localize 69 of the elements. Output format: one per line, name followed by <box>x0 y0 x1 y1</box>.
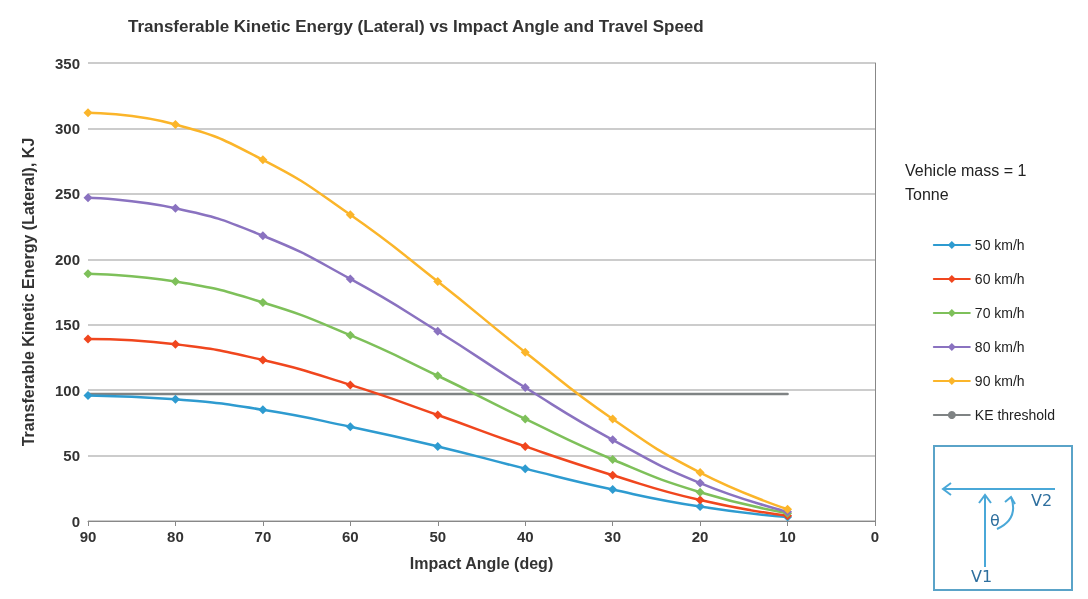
x-tick-label: 50 <box>429 528 447 545</box>
x-tick-label: 10 <box>779 528 796 545</box>
point <box>608 485 618 495</box>
point <box>170 203 180 213</box>
y-tick-label: 150 <box>54 316 80 334</box>
x-tick-label: 30 <box>604 528 622 545</box>
point <box>520 464 530 474</box>
point <box>695 495 705 505</box>
point <box>83 193 93 203</box>
x-tick-label: 0 <box>870 528 880 545</box>
x-axis-title: Impact Angle (deg) <box>409 554 554 572</box>
point <box>608 470 618 480</box>
y-axis-title: Transferable Kinetic Energy (Lateral), KJ <box>19 137 37 447</box>
y-tick-label: 300 <box>54 119 80 137</box>
point <box>345 380 355 390</box>
point <box>345 330 355 340</box>
point <box>433 326 443 336</box>
legend-label: 70 km/h <box>974 305 1025 321</box>
point <box>83 269 93 279</box>
point <box>433 441 443 451</box>
point <box>433 277 443 287</box>
point <box>433 410 443 420</box>
point <box>83 108 93 118</box>
legend-title: Vehicle mass = 1 Tonne <box>905 161 1031 203</box>
x-tick-label: 80 <box>167 528 184 545</box>
x-tick-label: 90 <box>79 528 97 545</box>
point <box>520 347 530 357</box>
x-tick-label: 70 <box>254 528 272 545</box>
x-tick-label: 40 <box>516 528 534 545</box>
point <box>170 120 180 129</box>
y-tick-label: 100 <box>54 381 80 399</box>
legend-label: 80 km/h <box>974 339 1025 355</box>
y-tick-label: 200 <box>54 250 80 268</box>
point <box>170 339 180 349</box>
point <box>83 390 93 400</box>
point <box>608 455 618 464</box>
point <box>345 422 355 432</box>
point <box>520 414 530 424</box>
x-tick-label: 20 <box>691 528 709 545</box>
legend-label: KE threshold <box>974 407 1056 423</box>
point <box>608 414 618 424</box>
y-tick-label: 250 <box>54 185 80 203</box>
y-tick-label: 50 <box>63 447 80 465</box>
point <box>170 394 180 404</box>
legend-label: 90 km/h <box>974 373 1025 389</box>
legend-label: 50 km/h <box>974 237 1025 253</box>
point <box>695 487 705 497</box>
point <box>433 371 443 381</box>
point <box>258 355 268 365</box>
point <box>695 468 705 478</box>
point <box>258 231 268 241</box>
point <box>520 383 530 393</box>
chart-title: Transferable Kinetic Energy (Lateral) vs Impact Angle and Travel Speed <box>128 17 704 36</box>
point <box>695 502 705 512</box>
point <box>345 210 355 220</box>
point <box>83 334 93 344</box>
point <box>258 405 268 415</box>
y-tick-label: 0 <box>71 512 80 530</box>
point <box>520 441 530 451</box>
y-tick-label: 350 <box>54 54 80 72</box>
point <box>258 297 268 307</box>
x-tick-label: 60 <box>341 528 359 545</box>
point <box>258 155 268 165</box>
point <box>345 274 355 284</box>
point <box>170 277 180 287</box>
point <box>695 478 705 488</box>
legend-label: 60 km/h <box>974 271 1025 287</box>
point <box>608 435 618 445</box>
velocity-diagram: V2 θ V1 <box>933 445 1073 591</box>
